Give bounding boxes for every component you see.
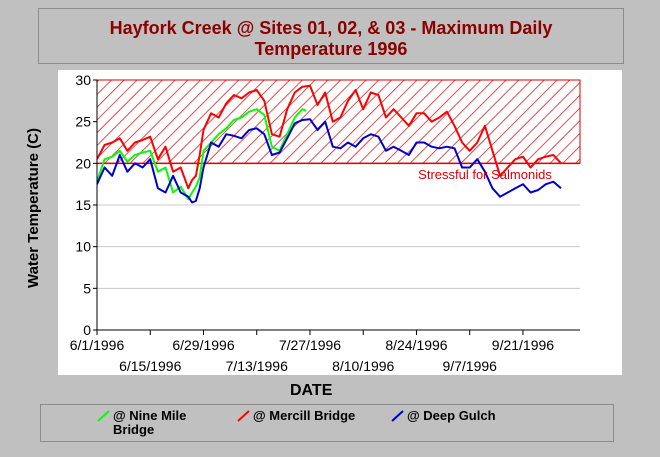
y-tick-label: 25 xyxy=(75,114,91,130)
chart-title-line-1: Hayfork Creek @ Sites 01, 02, & 03 - Max… xyxy=(109,18,553,38)
x-tick-label: 8/24/1996 xyxy=(385,337,447,353)
legend: @ Nine Mile Bridge @ Mercill Bridge @ De… xyxy=(40,404,614,442)
threshold-band xyxy=(96,79,581,165)
x-tick-label: 7/27/1996 xyxy=(279,337,341,353)
legend-swatch-nine-mile-bridge xyxy=(97,410,110,422)
y-tick-label: 10 xyxy=(75,239,91,255)
y-tick-label: 30 xyxy=(75,72,91,88)
axes: 0 5 10 15 20 25 30 6/1/1996 6/15/1996 6/29/1996 7/… xyxy=(70,72,580,374)
series-line-nine-mile-bridge xyxy=(97,108,307,201)
x-tick-label: 6/29/1996 xyxy=(172,337,234,353)
series-line-deep-gulch xyxy=(97,118,562,204)
y-axis-label: Water Temperature (C) xyxy=(25,128,42,288)
legend-label-nine-mile-bridge: @ Nine Mile Bridge xyxy=(113,408,187,437)
series-line-mercill-bridge xyxy=(97,84,562,190)
x-tick-label: 9/21/1996 xyxy=(492,337,554,353)
x-tick-label: 8/10/1996 xyxy=(332,358,394,374)
y-tick-label: 0 xyxy=(83,322,91,338)
legend-label-deep-gulch: @ Deep Gulch xyxy=(407,408,496,423)
threshold-hatch xyxy=(96,79,581,164)
x-tick-label: 9/7/1996 xyxy=(442,358,497,374)
x-tick-label: 6/1/1996 xyxy=(70,337,125,353)
line-chart: 0 5 10 15 20 25 30 6/1/1996 6/15/1996 6/29/1996 7/… xyxy=(25,70,622,375)
y-tick-label: 5 xyxy=(83,280,91,296)
x-tick-label: 6/15/1996 xyxy=(119,358,181,374)
chart-title-line-2: Temperature 1996 xyxy=(254,39,408,59)
legend-label-mercill-bridge: @ Mercill Bridge xyxy=(253,408,356,423)
legend-swatch-mercill-bridge xyxy=(237,410,250,422)
series-group xyxy=(97,84,562,204)
legend-swatch-deep-gulch xyxy=(391,410,404,422)
y-tick-label: 15 xyxy=(75,197,91,213)
chart-title-box: Hayfork Creek @ Sites 01, 02, & 03 - Max… xyxy=(38,8,624,64)
threshold-label: Stressful for Salmonids xyxy=(418,167,552,182)
y-tick-label: 20 xyxy=(75,155,91,171)
x-axis-label: DATE xyxy=(290,382,333,399)
x-tick-label: 7/13/1996 xyxy=(226,358,288,374)
